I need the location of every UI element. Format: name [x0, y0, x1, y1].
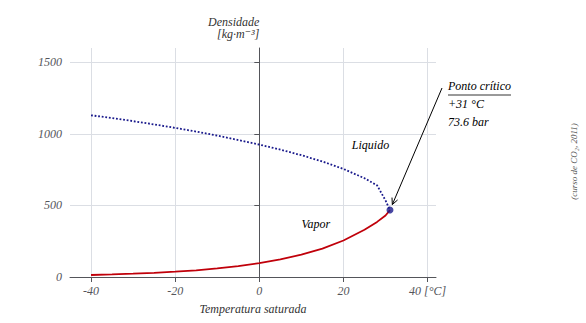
svg-text:Ponto crítico: Ponto crítico — [447, 79, 511, 93]
svg-text:Liquido: Liquido — [351, 138, 389, 152]
svg-text:Vapor: Vapor — [301, 217, 330, 231]
svg-text:Temperatura saturada: Temperatura saturada — [199, 302, 306, 316]
svg-text:40 [°C]: 40 [°C] — [409, 284, 446, 298]
svg-text:[kg·m⁻³]: [kg·m⁻³] — [217, 27, 260, 41]
svg-text:500: 500 — [44, 198, 62, 212]
svg-text:1500: 1500 — [38, 55, 62, 69]
svg-text:0: 0 — [56, 270, 62, 284]
svg-text:-40: -40 — [83, 284, 99, 298]
svg-text:0: 0 — [256, 284, 262, 298]
svg-text:73.6 bar: 73.6 bar — [448, 115, 489, 129]
svg-text:(curso de CO₂, 2011): (curso de CO₂, 2011) — [569, 123, 579, 199]
svg-text:Densidade: Densidade — [208, 15, 260, 29]
svg-text:20: 20 — [337, 284, 349, 298]
svg-text:1000: 1000 — [38, 127, 62, 141]
svg-text:+31 °C: +31 °C — [448, 97, 485, 111]
svg-text:-20: -20 — [167, 284, 183, 298]
